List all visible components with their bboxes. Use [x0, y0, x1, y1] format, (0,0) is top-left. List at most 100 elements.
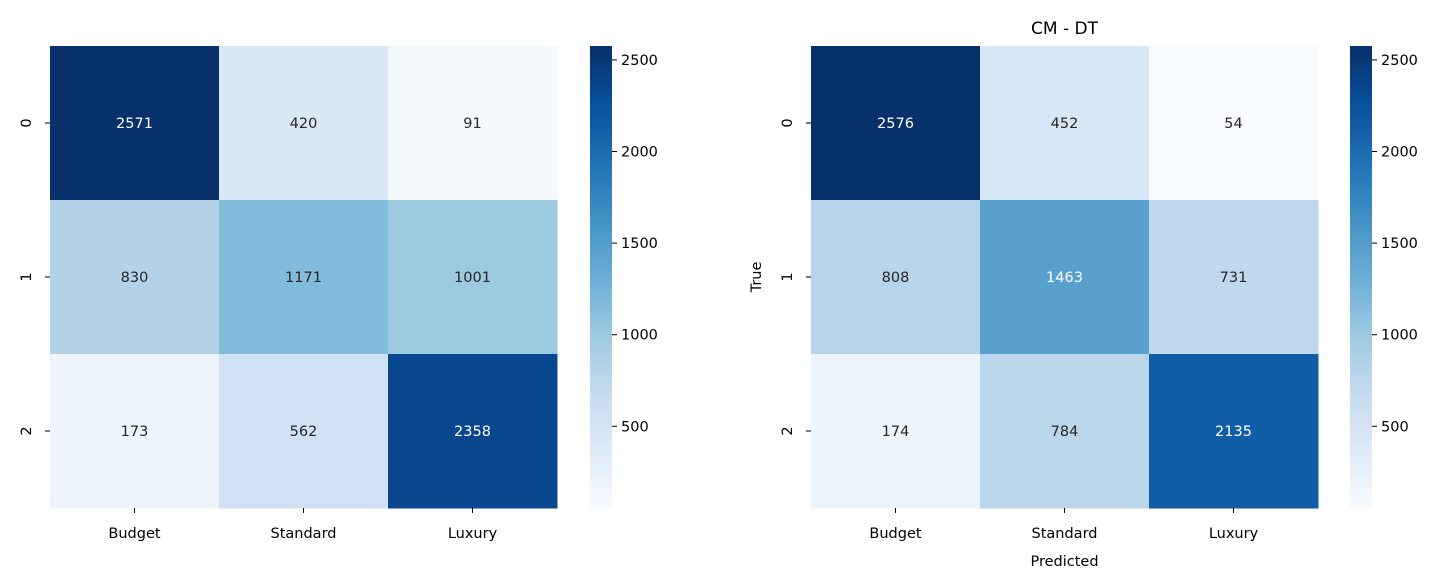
colorbar-segment [590, 469, 612, 474]
cell-value-label: 54 [1224, 116, 1242, 132]
colorbar-segment [1350, 211, 1372, 216]
colorbar-segment [1350, 238, 1372, 243]
colorbar-segment [1350, 49, 1372, 55]
colorbar-segment [590, 234, 612, 240]
heatmap-cell [980, 46, 1150, 201]
colorbar-segment [590, 457, 612, 463]
colorbar-tick-label: 2000 [1381, 145, 1418, 161]
colorbar-segment [1350, 184, 1372, 190]
colorbar-segment [1350, 246, 1372, 251]
colorbar-segment [1350, 315, 1372, 320]
colorbar-segment [590, 96, 612, 101]
colorbar-segment [590, 138, 612, 143]
colorbar-segment [590, 123, 612, 128]
colorbar-segment [1350, 284, 1372, 290]
colorbar-segment [1350, 169, 1372, 174]
colorbar-segment [1350, 273, 1372, 278]
colorbar-segment [1350, 146, 1372, 151]
colorbar: 500 1000 1500 2000 2500 [590, 46, 658, 509]
colorbar-segment [1350, 365, 1372, 370]
colorbar-segment [1350, 242, 1372, 247]
colorbar-segment [1350, 215, 1372, 220]
colorbar-tick-label: 2000 [621, 145, 658, 161]
heatmap-cell [388, 46, 558, 201]
colorbar-segment [1350, 84, 1372, 89]
colorbar-segment [1350, 361, 1372, 367]
colorbar-segment [1350, 384, 1372, 390]
heatmap-cell [1149, 200, 1319, 355]
colorbar-segment [1350, 261, 1372, 267]
colorbar-segment [590, 330, 612, 336]
colorbar-segment [1350, 65, 1372, 70]
colorbar-segment [590, 323, 612, 328]
colorbar-segment [1350, 369, 1372, 374]
colorbar-segment [1350, 303, 1372, 309]
colorbar-segment [1350, 196, 1372, 201]
colorbar-tick-label: 1500 [621, 236, 658, 252]
colorbar-tick-label: 500 [621, 419, 649, 435]
colorbar-segment [590, 492, 612, 498]
colorbar-segment [590, 223, 612, 228]
cell-value-label: 1463 [1046, 270, 1083, 286]
colorbar-segment [590, 250, 612, 255]
colorbar-tick-label: 2500 [621, 53, 658, 69]
colorbar-segment [1350, 334, 1372, 340]
colorbar-segment [590, 484, 612, 490]
colorbar-segment [1350, 288, 1372, 293]
colorbar-segment [1350, 173, 1372, 178]
colorbar-segment [1350, 88, 1372, 93]
y-tick-label: 1 [19, 272, 35, 281]
colorbar-segment [1350, 203, 1372, 209]
colorbar-segment [590, 211, 612, 216]
colorbar-segment [590, 407, 612, 413]
colorbar-segment [1350, 469, 1372, 474]
colorbar-segment [1350, 307, 1372, 313]
colorbar-segment [1350, 149, 1372, 155]
colorbar-segment [590, 496, 612, 501]
heatmap-cell [50, 46, 220, 201]
colorbar-segment [590, 134, 612, 139]
colorbar-segment [1350, 461, 1372, 467]
colorbar-segment [590, 342, 612, 347]
colorbar-segment [1350, 450, 1372, 455]
heatmap-cell [50, 354, 220, 509]
cell-value-label: 2571 [116, 116, 153, 132]
colorbar-segment [1350, 350, 1372, 355]
colorbar-segment [1350, 481, 1372, 486]
y-axis-label: True [749, 262, 765, 294]
colorbar-segment [1350, 407, 1372, 413]
heatmap-cell [219, 354, 389, 509]
y-tick-label: 0 [19, 118, 35, 127]
colorbar-segment [1350, 415, 1372, 421]
colorbar-segment [590, 319, 612, 324]
colorbar-segment [590, 465, 612, 471]
colorbar-segment [1350, 157, 1372, 163]
colorbar-segment [1350, 357, 1372, 363]
heatmap-cell [980, 354, 1150, 509]
colorbar: 500 1000 1500 2000 2500 [1350, 46, 1418, 509]
colorbar-segment [590, 207, 612, 213]
colorbar-segment [1350, 411, 1372, 417]
colorbar-segment [590, 92, 612, 97]
colorbar-segment [590, 61, 612, 66]
y-tick-label: 2 [19, 426, 35, 435]
colorbar-segment [590, 153, 612, 159]
colorbar-segment [1350, 330, 1372, 336]
colorbar-segment [1350, 400, 1372, 405]
colorbar-segment [1350, 346, 1372, 351]
colorbar-segment [1350, 477, 1372, 482]
cell-value-label: 91 [463, 116, 481, 132]
colorbar-segment [1350, 188, 1372, 193]
colorbar-segment [1350, 230, 1372, 236]
colorbar-segment [590, 46, 612, 51]
colorbar-segment [1350, 404, 1372, 409]
colorbar-segment [590, 438, 612, 444]
cell-value-label: 174 [882, 424, 910, 440]
colorbar-segment [1350, 57, 1372, 62]
colorbar-segment [590, 303, 612, 309]
colorbar-segment [590, 431, 612, 436]
colorbar-tick-label: 500 [1381, 419, 1409, 435]
cell-value-label: 2135 [1215, 424, 1252, 440]
colorbar-segment [590, 142, 612, 147]
heatmap-cell [1149, 354, 1319, 509]
